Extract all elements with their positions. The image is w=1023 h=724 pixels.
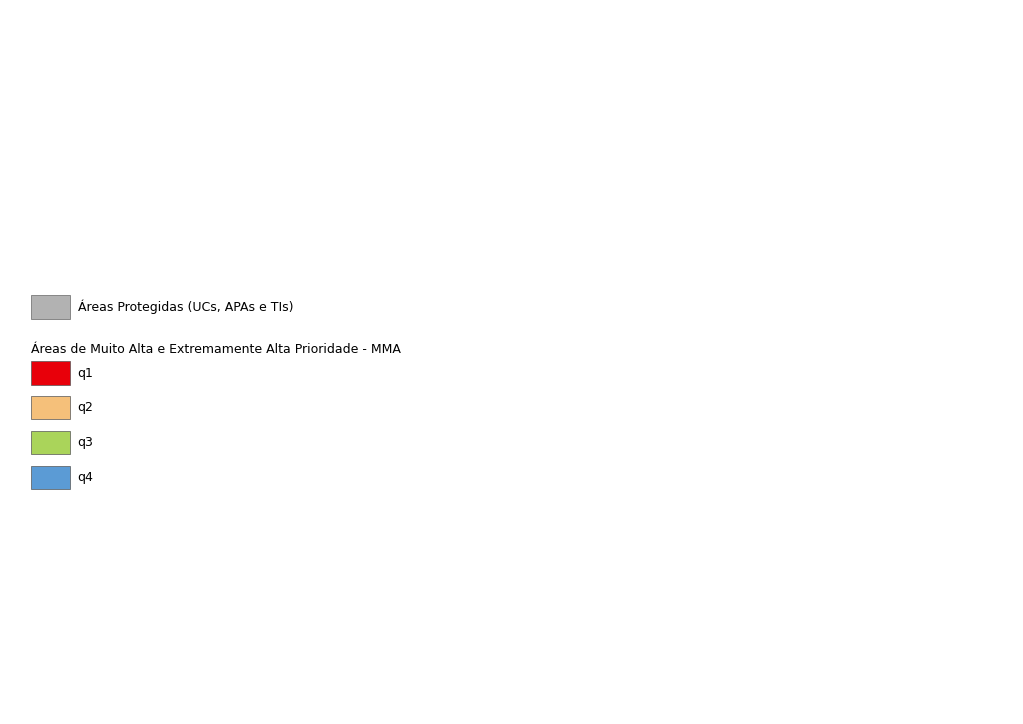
Bar	[31, 466, 70, 489]
Bar	[31, 396, 70, 419]
Text: Áreas de Muito Alta e Extremamente Alta Prioridade - MMA: Áreas de Muito Alta e Extremamente Alta …	[31, 343, 401, 356]
Text: q2: q2	[78, 401, 94, 414]
Text: q1: q1	[78, 366, 94, 379]
Bar	[31, 295, 70, 319]
Text: q4: q4	[78, 471, 94, 484]
Bar	[31, 431, 70, 454]
Text: Áreas Protegidas (UCs, APAs e TIs): Áreas Protegidas (UCs, APAs e TIs)	[78, 300, 294, 314]
Bar	[31, 361, 70, 384]
Text: q3: q3	[78, 436, 94, 449]
